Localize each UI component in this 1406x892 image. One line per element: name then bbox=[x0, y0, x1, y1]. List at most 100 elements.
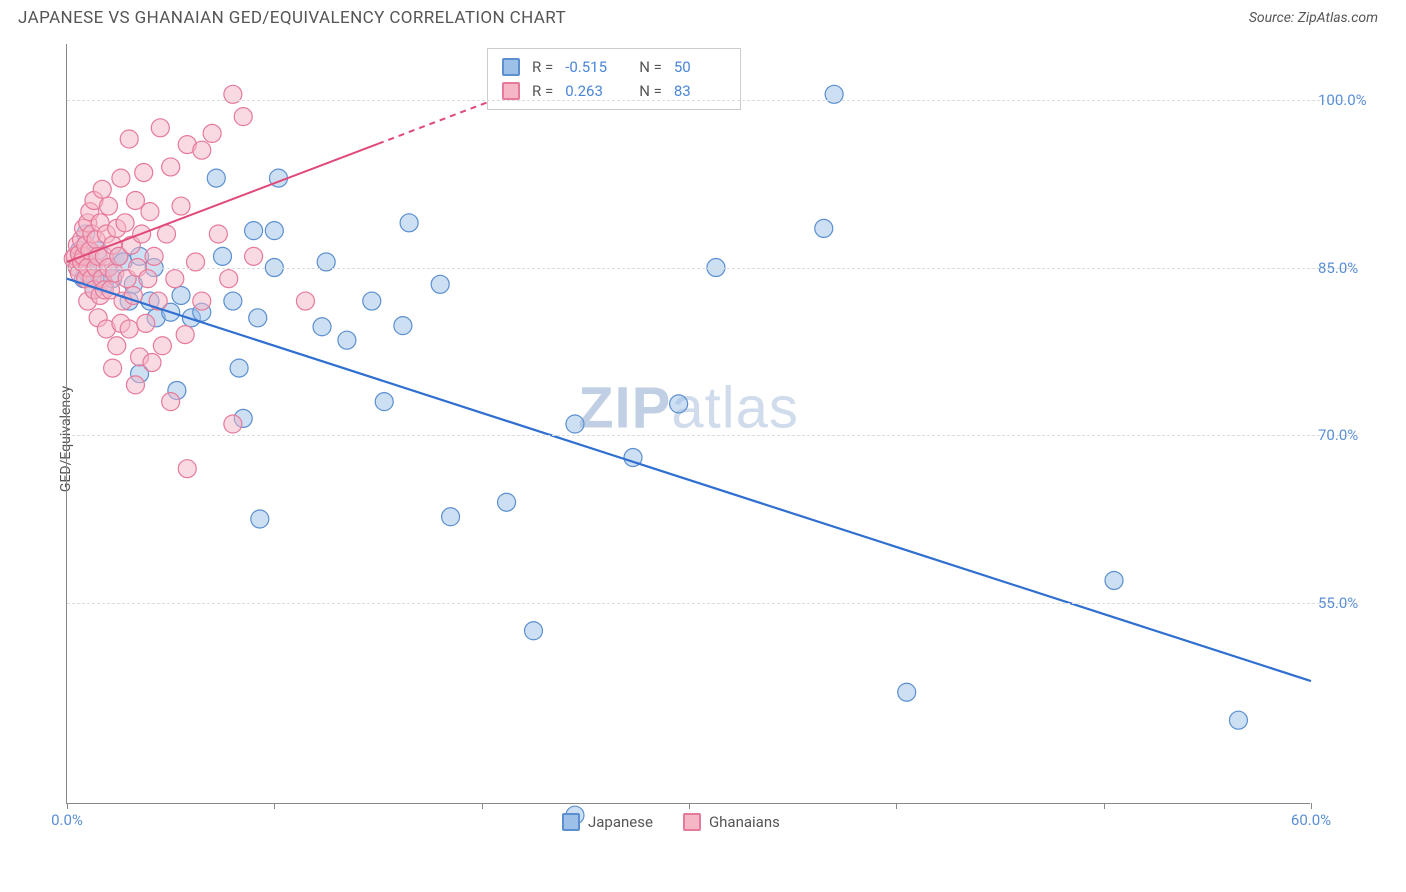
data-point bbox=[525, 622, 543, 640]
x-tick bbox=[689, 803, 690, 809]
data-point bbox=[143, 354, 161, 372]
stat-r-label: R = bbox=[532, 82, 553, 100]
data-point bbox=[104, 359, 122, 377]
stat-r-value: 0.263 bbox=[565, 82, 617, 100]
data-point bbox=[120, 320, 138, 338]
series-legend: Japanese Ghanaians bbox=[562, 813, 780, 831]
gridline bbox=[67, 603, 1350, 604]
data-point bbox=[214, 247, 232, 265]
data-point bbox=[234, 108, 252, 126]
data-point bbox=[245, 222, 263, 240]
data-point bbox=[162, 158, 180, 176]
plot-region: ZIPatlas R =-0.515N =50R =0.263N =83 Jap… bbox=[66, 44, 1310, 804]
data-point bbox=[141, 203, 159, 221]
y-tick-label: 85.0% bbox=[1318, 259, 1388, 277]
stat-n-label: N = bbox=[639, 82, 662, 100]
scatter-svg bbox=[67, 44, 1310, 803]
data-point bbox=[145, 247, 163, 265]
data-point bbox=[224, 415, 242, 433]
legend-row: R = -0.515 N = 50 bbox=[502, 55, 726, 79]
data-point bbox=[670, 395, 688, 413]
data-point bbox=[153, 337, 171, 355]
data-point bbox=[207, 169, 225, 187]
data-point bbox=[139, 270, 157, 288]
data-point bbox=[220, 270, 238, 288]
legend-item: Ghanaians bbox=[683, 813, 780, 831]
legend-swatch bbox=[683, 813, 701, 831]
stat-r-label: R = bbox=[532, 58, 553, 76]
data-point bbox=[566, 415, 584, 433]
stat-r-value: -0.515 bbox=[565, 58, 617, 76]
x-tick bbox=[482, 803, 483, 809]
data-point bbox=[296, 292, 314, 310]
x-tick bbox=[67, 803, 68, 809]
legend-label: Japanese bbox=[588, 813, 653, 831]
data-point bbox=[176, 326, 194, 344]
data-point bbox=[193, 141, 211, 159]
chart-title: JAPANESE VS GHANAIAN GED/EQUIVALENCY COR… bbox=[18, 8, 566, 28]
chart-header: JAPANESE VS GHANAIAN GED/EQUIVALENCY COR… bbox=[0, 0, 1406, 34]
data-point bbox=[375, 393, 393, 411]
chart-source: Source: ZipAtlas.com bbox=[1249, 10, 1378, 26]
data-point bbox=[1105, 571, 1123, 589]
data-point bbox=[1229, 711, 1247, 729]
data-point bbox=[338, 331, 356, 349]
data-point bbox=[815, 219, 833, 237]
x-tick bbox=[274, 803, 275, 809]
chart-area: GED/Equivalency ZIPatlas R =-0.515N =50R… bbox=[50, 44, 1350, 834]
data-point bbox=[172, 286, 190, 304]
data-point bbox=[137, 314, 155, 332]
x-tick bbox=[896, 803, 897, 809]
data-point bbox=[442, 508, 460, 526]
x-tick-label: 0.0% bbox=[51, 811, 83, 829]
data-point bbox=[898, 683, 916, 701]
data-point bbox=[193, 292, 211, 310]
data-point bbox=[112, 169, 130, 187]
y-tick-label: 70.0% bbox=[1318, 426, 1388, 444]
data-point bbox=[99, 197, 117, 215]
data-point bbox=[313, 318, 331, 336]
y-tick-label: 100.0% bbox=[1318, 91, 1388, 109]
gridline bbox=[67, 268, 1350, 269]
data-point bbox=[151, 119, 169, 137]
data-point bbox=[400, 214, 418, 232]
data-point bbox=[162, 393, 180, 411]
y-tick-label: 55.0% bbox=[1318, 594, 1388, 612]
data-point bbox=[93, 180, 111, 198]
legend-item: Japanese bbox=[562, 813, 653, 831]
data-point bbox=[158, 225, 176, 243]
x-tick-label: 60.0% bbox=[1291, 811, 1331, 829]
gridline bbox=[67, 435, 1350, 436]
data-point bbox=[230, 359, 248, 377]
data-point bbox=[120, 130, 138, 148]
data-point bbox=[224, 292, 242, 310]
data-point bbox=[498, 493, 516, 511]
data-point bbox=[245, 247, 263, 265]
data-point bbox=[108, 337, 126, 355]
data-point bbox=[203, 124, 221, 142]
legend-label: Ghanaians bbox=[709, 813, 780, 831]
data-point bbox=[178, 460, 196, 478]
data-point bbox=[116, 214, 134, 232]
data-point bbox=[172, 197, 190, 215]
legend-swatch bbox=[562, 813, 580, 831]
data-point bbox=[265, 222, 283, 240]
data-point bbox=[126, 376, 144, 394]
stat-n-label: N = bbox=[639, 58, 662, 76]
data-point bbox=[431, 275, 449, 293]
x-tick bbox=[1311, 803, 1312, 809]
stat-n-value: 83 bbox=[674, 82, 726, 100]
gridline bbox=[67, 100, 1350, 101]
data-point bbox=[135, 164, 153, 182]
data-point bbox=[166, 270, 184, 288]
trendline bbox=[67, 279, 1311, 681]
data-point bbox=[251, 510, 269, 528]
stat-n-value: 50 bbox=[674, 58, 726, 76]
data-point bbox=[249, 309, 267, 327]
data-point bbox=[209, 225, 227, 243]
data-point bbox=[363, 292, 381, 310]
legend-swatch bbox=[502, 82, 520, 100]
data-point bbox=[394, 317, 412, 335]
legend-swatch bbox=[502, 58, 520, 76]
x-tick bbox=[1104, 803, 1105, 809]
